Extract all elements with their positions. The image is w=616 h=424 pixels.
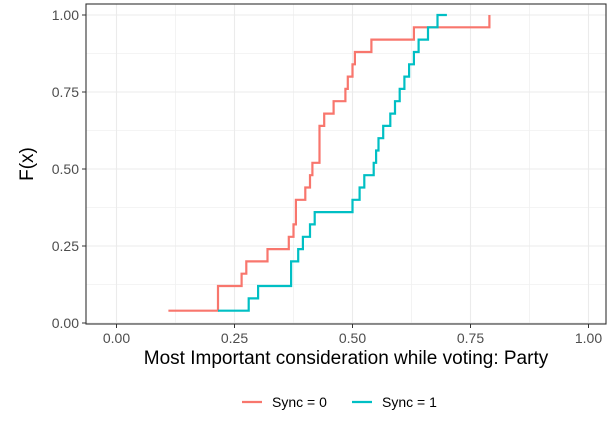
- legend: Sync = 0 Sync = 1: [242, 394, 437, 410]
- legend-label: Sync = 0: [272, 394, 327, 410]
- y-tick-label: 0.75: [52, 84, 79, 100]
- x-tick-label: 0.25: [221, 330, 248, 346]
- x-tick-label: 0.50: [339, 330, 366, 346]
- series-line-sync-1: [218, 13, 447, 312]
- x-tick-label: 1.00: [575, 330, 602, 346]
- y-tick-label: 0.25: [52, 238, 79, 254]
- x-axis-title: Most Important consideration while votin…: [144, 348, 549, 369]
- x-tick-label: 0.75: [457, 330, 484, 346]
- series-line-sync-0: [168, 15, 491, 312]
- y-tick-label: 0.00: [52, 315, 79, 331]
- axis-ticks: 0.00 0.25 0.50 0.75 1.00 0.00 0.25 0.50 0.75 1.00: [52, 7, 603, 346]
- series-lines: [168, 13, 491, 312]
- panel-border: [85, 3, 607, 325]
- legend-label: Sync = 1: [382, 394, 437, 410]
- y-tick-label: 1.00: [52, 7, 79, 23]
- y-axis-title: F(x): [17, 147, 38, 181]
- grid-lines: [85, 3, 607, 325]
- y-tick-label: 0.50: [52, 161, 79, 177]
- x-tick-label: 0.00: [103, 330, 130, 346]
